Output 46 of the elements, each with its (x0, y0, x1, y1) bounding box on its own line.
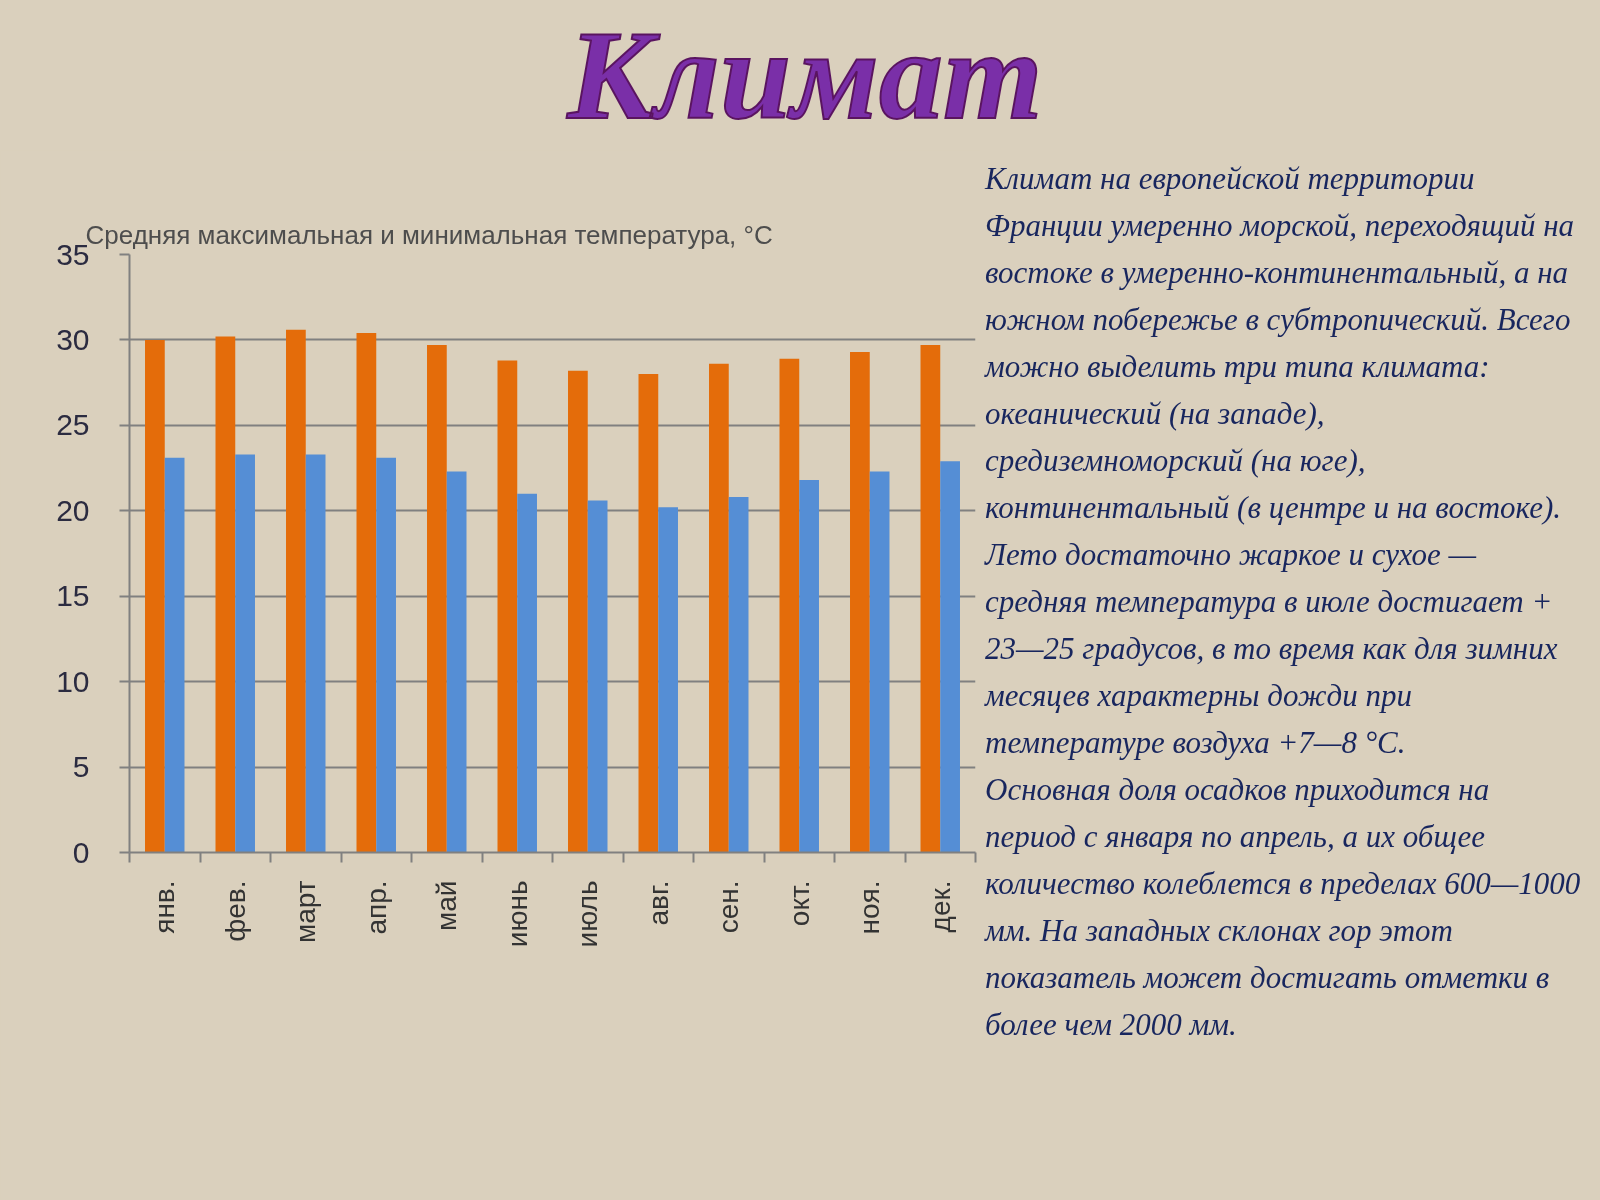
bar (638, 374, 659, 853)
bar (940, 461, 960, 853)
text: Основная доля осадков приходится на период с января по апрель, а их общее количество колеблется в пределах 600—1000 мм. На западных склонах гор этот показатель может достигать отметки в более чем 2000 мм. (985, 771, 1582, 1044)
bar (869, 471, 890, 853)
x-tick-label: сен. (713, 880, 745, 934)
bar (215, 336, 236, 853)
y-tick-label: 30 (56, 322, 90, 356)
bar (235, 454, 255, 853)
y-tick-label: 25 (56, 408, 90, 442)
x-tick-label: дек. (924, 880, 956, 933)
y-tick-label: 0 (72, 835, 90, 869)
chart-title: Климат (567, 4, 1043, 146)
bar (568, 370, 588, 853)
x-tick-label: апр. (360, 880, 392, 935)
x-tick-label: янв. (149, 880, 181, 934)
bar (164, 457, 185, 853)
bar (376, 457, 396, 853)
bar (446, 471, 467, 853)
x-tick-label: май (431, 880, 463, 931)
bar (587, 500, 608, 853)
x-tick-label: март (290, 880, 322, 944)
x-tick-label: окт. (783, 880, 815, 927)
bar (920, 345, 941, 853)
y-tick-label: 20 (56, 493, 90, 527)
bar (658, 507, 678, 853)
bar (286, 329, 306, 853)
bar (517, 493, 537, 853)
x-tick-label: ноя. (854, 880, 886, 935)
x-tick-label: авг. (642, 880, 674, 926)
text: Климат на европейской территории Франции умеренно морской, переходящий на востоке в умеренно-континентальный, а на южном побережье в субтропический. Всего можно выделить три типа климата: океанический (на западе), средиземноморский (на юге), континентальный (в центре и на востоке). Лето достаточно жаркое и сухое — средняя температура в июле достигает + 23—25 градусов, в то время как для зимних месяцев характерны дожди при температуре воздуха +7—8 °C. (985, 161, 1575, 760)
x-tick-label: июнь (501, 880, 533, 948)
bar (356, 333, 377, 853)
x-tick-label: июль (572, 880, 604, 948)
bar (145, 339, 165, 853)
y-tick-label: 10 (56, 664, 90, 698)
x-tick-label: фев. (219, 880, 251, 942)
bar (497, 360, 518, 853)
bar (779, 358, 800, 853)
y-tick-label: 5 (72, 750, 90, 784)
bar (305, 454, 326, 853)
bar (799, 480, 819, 853)
bar (850, 351, 870, 853)
y-tick-label: 15 (56, 579, 90, 613)
bar (728, 497, 749, 853)
bar (427, 345, 447, 853)
bar (709, 363, 729, 853)
